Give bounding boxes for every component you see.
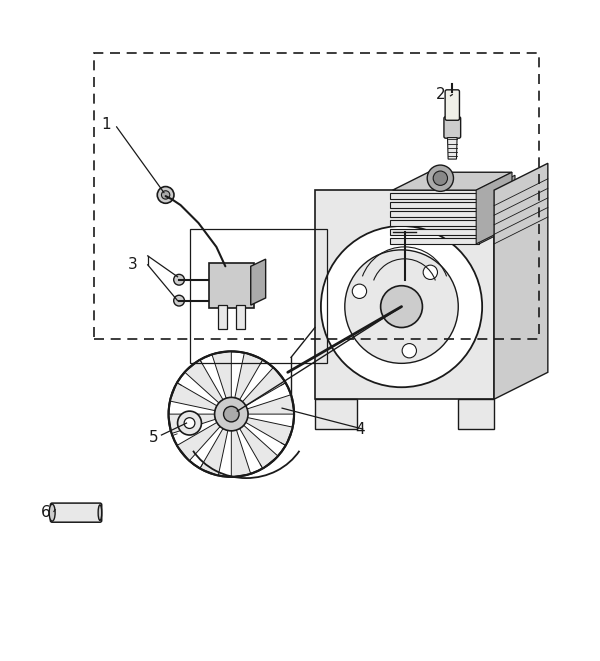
Polygon shape	[315, 190, 494, 399]
Polygon shape	[479, 211, 515, 235]
Circle shape	[215, 397, 248, 431]
Polygon shape	[392, 173, 512, 190]
Polygon shape	[232, 430, 251, 477]
Circle shape	[321, 226, 482, 387]
Polygon shape	[389, 229, 479, 235]
Polygon shape	[479, 184, 515, 208]
Polygon shape	[479, 193, 515, 217]
Ellipse shape	[49, 504, 55, 521]
Circle shape	[345, 250, 458, 364]
Polygon shape	[235, 353, 263, 400]
Polygon shape	[177, 422, 220, 461]
Polygon shape	[479, 220, 515, 244]
FancyBboxPatch shape	[444, 117, 461, 138]
Polygon shape	[494, 163, 548, 399]
Circle shape	[173, 295, 184, 306]
Polygon shape	[169, 414, 215, 434]
FancyBboxPatch shape	[209, 263, 254, 308]
Circle shape	[380, 286, 422, 327]
Polygon shape	[476, 173, 512, 244]
Polygon shape	[235, 305, 245, 329]
Polygon shape	[212, 352, 232, 398]
Bar	[190, 229, 327, 364]
Polygon shape	[458, 399, 494, 429]
Circle shape	[427, 165, 454, 191]
Circle shape	[178, 411, 202, 435]
Bar	[94, 53, 539, 340]
Polygon shape	[246, 418, 293, 446]
Text: 4: 4	[355, 422, 365, 436]
Polygon shape	[479, 202, 515, 226]
Text: 6: 6	[41, 505, 51, 520]
FancyBboxPatch shape	[445, 90, 460, 120]
Circle shape	[169, 352, 294, 477]
Circle shape	[173, 274, 184, 285]
Polygon shape	[479, 175, 515, 199]
Circle shape	[224, 407, 239, 422]
Text: 5: 5	[149, 430, 158, 446]
Circle shape	[161, 191, 170, 199]
Polygon shape	[185, 360, 223, 403]
Polygon shape	[242, 368, 286, 406]
Ellipse shape	[98, 505, 102, 520]
Circle shape	[157, 186, 174, 204]
Circle shape	[423, 265, 437, 280]
Polygon shape	[170, 383, 217, 410]
Polygon shape	[389, 220, 479, 226]
Polygon shape	[251, 259, 266, 305]
Polygon shape	[389, 202, 479, 208]
Polygon shape	[389, 238, 479, 244]
Polygon shape	[389, 211, 479, 217]
Polygon shape	[239, 425, 278, 469]
Polygon shape	[315, 399, 357, 429]
Circle shape	[184, 418, 195, 428]
Text: 2: 2	[436, 87, 445, 102]
Polygon shape	[448, 137, 457, 159]
Polygon shape	[200, 428, 228, 475]
FancyBboxPatch shape	[50, 503, 102, 522]
Polygon shape	[247, 395, 294, 414]
Text: 1: 1	[101, 117, 111, 132]
Circle shape	[352, 284, 367, 299]
Polygon shape	[389, 193, 479, 199]
Circle shape	[433, 171, 448, 185]
Text: 3: 3	[128, 257, 137, 272]
Polygon shape	[218, 305, 227, 329]
Circle shape	[402, 344, 416, 358]
